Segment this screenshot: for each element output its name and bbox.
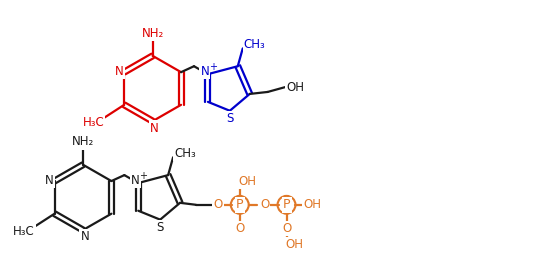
Text: P: P (236, 198, 244, 211)
Text: CH₃: CH₃ (244, 38, 266, 51)
Text: N: N (131, 174, 140, 186)
Text: N: N (115, 65, 124, 78)
Text: S: S (156, 221, 164, 234)
Text: S: S (226, 112, 234, 125)
Text: +: + (139, 171, 147, 181)
Text: N: N (81, 230, 89, 244)
Text: NH₂: NH₂ (141, 26, 164, 40)
Text: +: + (209, 62, 217, 72)
Text: N: N (45, 174, 54, 186)
Text: OH: OH (287, 81, 305, 94)
Text: N: N (150, 121, 159, 135)
Text: O: O (282, 222, 291, 235)
Text: CH₃: CH₃ (174, 147, 196, 160)
Text: O: O (260, 198, 270, 211)
Text: N: N (201, 65, 210, 78)
Text: NH₂: NH₂ (72, 135, 94, 149)
Text: OH: OH (304, 198, 321, 211)
Text: H₃C: H₃C (82, 116, 104, 129)
Text: OH: OH (285, 238, 304, 251)
Text: OH: OH (239, 174, 257, 188)
Text: O: O (213, 198, 223, 211)
Text: H₃C: H₃C (13, 225, 35, 238)
Text: P: P (283, 198, 290, 211)
Text: O: O (235, 222, 244, 235)
